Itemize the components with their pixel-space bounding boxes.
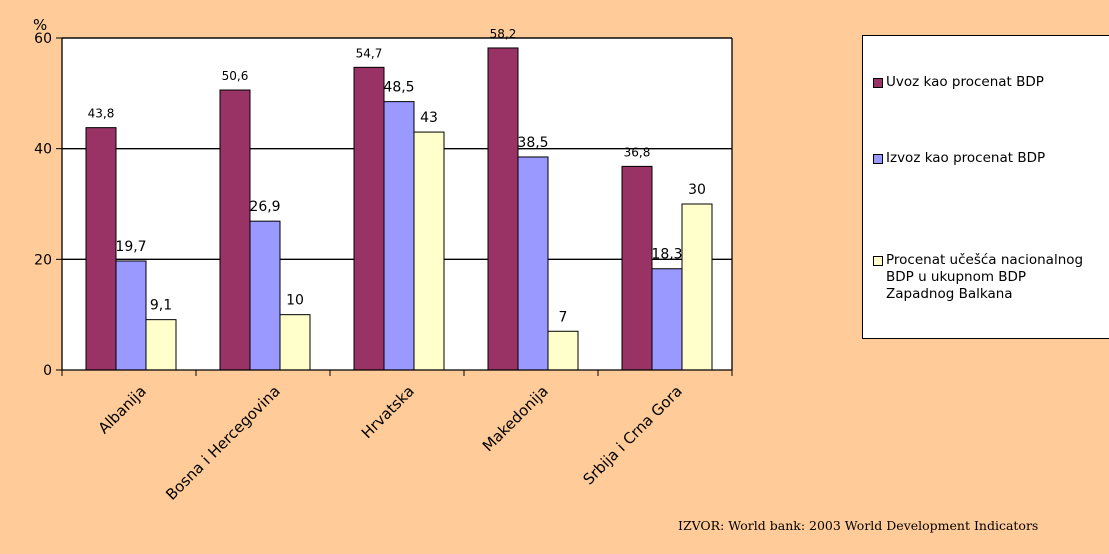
- y-tick-label-40: 40: [34, 142, 52, 158]
- bar-1-0: [115, 260, 147, 371]
- bar-1-2: [383, 101, 415, 371]
- legend-swatch-izvoz: [873, 154, 883, 164]
- y-tick-labels: 0 20 40 60: [34, 31, 52, 379]
- axes: [56, 37, 733, 376]
- bar-label-0-2: 54,7: [356, 46, 383, 60]
- legend-label-uvoz: Uvoz kao procenat BDP: [886, 74, 1044, 90]
- y-tick-label-20: 20: [34, 252, 52, 268]
- bar-label-1-2: 48,5: [383, 80, 414, 96]
- x-tick-label-4: Srbija i Crna Gora: [579, 382, 685, 488]
- x-tick-label-2: Hrvatska: [358, 382, 418, 442]
- y-tick-label-60: 60: [34, 31, 52, 47]
- bar-2-2: [413, 131, 445, 371]
- legend-swatch-procenat: [873, 256, 883, 266]
- bar-label-2-3: 7: [559, 309, 568, 325]
- bar-1-3: [517, 156, 549, 371]
- legend-item-procenat: Procenat učešća nacionalnog BDP u ukupno…: [873, 252, 1086, 303]
- bar-label-2-1: 10: [286, 293, 304, 309]
- bar-1-4: [651, 268, 683, 371]
- bar-0-2: [353, 66, 385, 371]
- x-tick-label-0: Albanija: [95, 382, 150, 437]
- bar-0-3: [487, 47, 519, 371]
- x-tick-label-1: Bosna i Hercegovina: [162, 382, 284, 504]
- legend: Uvoz kao procenat BDP Izvoz kao procenat…: [862, 35, 1109, 339]
- bar-label-2-2: 43: [420, 110, 438, 126]
- bar-0-4: [621, 165, 653, 371]
- legend-label-procenat: Procenat učešća nacionalnog BDP u ukupno…: [886, 252, 1084, 302]
- y-axis-label: %: [33, 16, 47, 34]
- bars: [85, 47, 713, 371]
- bar-label-1-0: 19,7: [115, 239, 146, 255]
- bar-2-0: [145, 319, 177, 371]
- bar-label-0-1: 50,6: [222, 69, 249, 83]
- bar-label-0-4: 36,8: [624, 145, 651, 159]
- source-note: IZVOR: World bank: 2003 World Developmen…: [678, 518, 1039, 533]
- bar-label-0-0: 43,8: [88, 107, 115, 121]
- bar-0-1: [219, 89, 251, 371]
- bar-2-3: [547, 330, 579, 371]
- bar-label-2-0: 9,1: [150, 298, 172, 314]
- bar-2-4: [681, 203, 713, 371]
- legend-label-izvoz: Izvoz kao procenat BDP: [886, 150, 1046, 166]
- x-tick-labels: Albanija Bosna i Hercegovina Hrvatska Maked…: [95, 382, 686, 504]
- y-tick-label-0: 0: [43, 363, 52, 379]
- bar-label-1-1: 26,9: [249, 199, 280, 215]
- legend-item-izvoz: Izvoz kao procenat BDP: [873, 150, 1109, 167]
- bar-1-1: [249, 220, 281, 371]
- bar-label-1-3: 38,5: [517, 135, 548, 151]
- legend-item-uvoz: Uvoz kao procenat BDP: [873, 74, 1109, 91]
- bar-0-0: [85, 127, 117, 371]
- bar-label-1-4: 18,3: [651, 247, 682, 263]
- bar-2-1: [279, 314, 311, 371]
- bar-label-2-4: 30: [688, 182, 706, 198]
- bar-label-0-3: 58,2: [490, 27, 517, 41]
- x-tick-label-3: Makedonija: [479, 382, 552, 455]
- legend-swatch-uvoz: [873, 78, 883, 88]
